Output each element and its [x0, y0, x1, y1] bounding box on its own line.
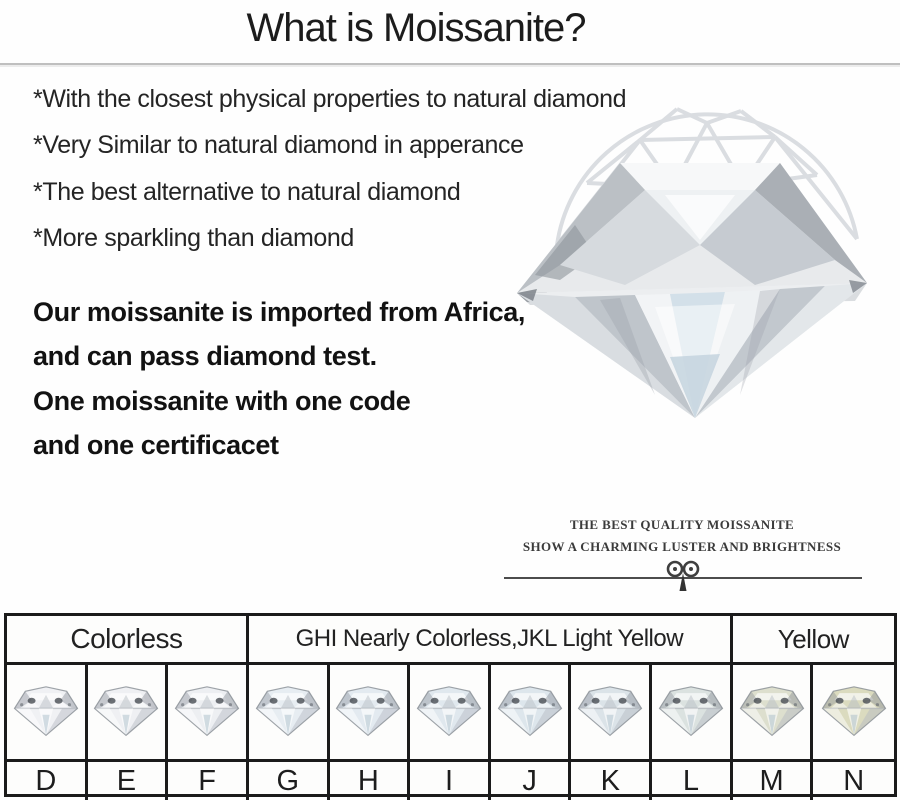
- quality-caption: THE BEST QUALITY MOISSANITE SHOW A CHARM…: [498, 514, 866, 558]
- grade-diamond-icon: [171, 683, 243, 741]
- grade-diamond-cell: [813, 665, 894, 759]
- statement-line: and can pass diamond test.: [33, 341, 377, 371]
- grade-letter: G: [249, 762, 330, 800]
- grade-group-yellow: Yellow: [777, 623, 850, 654]
- grade-diamond-cell: [571, 665, 653, 759]
- grade-diamond-icon: [494, 683, 566, 741]
- grade-diamond-icon: [90, 683, 162, 741]
- grade-diamond-cell: [410, 665, 491, 759]
- grade-diamond-icon: [252, 683, 324, 741]
- diamond-photo-icon: [517, 163, 867, 418]
- grade-diamond-cell: [88, 665, 169, 759]
- grade-letter-row: D E F G H I J K L M N: [7, 759, 894, 800]
- caption-line: SHOW A CHARMING LUSTER AND BRIGHTNESS: [522, 539, 842, 554]
- grade-letter: F: [168, 762, 249, 800]
- grade-diamond-icon: [10, 683, 82, 741]
- color-grade-table: Colorless GHI Nearly Colorless,JKL Light…: [4, 613, 897, 800]
- title-divider: [0, 63, 900, 67]
- grade-letter: I: [410, 762, 491, 800]
- grade-letter: N: [843, 764, 865, 797]
- grade-diamond-icon: [736, 683, 808, 741]
- caption-line: THE BEST QUALITY MOISSANITE: [569, 517, 795, 532]
- grade-diamond-cell: [652, 665, 733, 759]
- grade-diamond-row: [7, 662, 894, 759]
- grade-letter: M: [733, 762, 814, 800]
- moissanite-hero-image: [505, 95, 875, 425]
- statement-line: One moissanite with one code: [33, 386, 411, 416]
- feature-bullet: *Very Similar to natural diamond in appe…: [33, 131, 524, 159]
- grade-diamond-icon: [655, 683, 727, 741]
- statement-line: Our moissanite is imported from Africa,: [33, 297, 526, 327]
- grade-diamond-cell: [491, 665, 572, 759]
- statement-line: and one certificacet: [33, 430, 279, 460]
- grade-letter: K: [571, 762, 653, 800]
- grade-diamond-icon: [818, 683, 890, 741]
- grade-letter: D: [7, 762, 88, 800]
- grade-group-near-colorless: GHI Nearly Colorless,JKL Light Yellow: [249, 616, 733, 662]
- feature-bullet: *The best alternative to natural diamond: [33, 178, 461, 206]
- feature-bullet: *More sparkling than diamond: [33, 224, 354, 252]
- grade-diamond-cell: [168, 665, 249, 759]
- grade-letter: H: [330, 762, 411, 800]
- page-title: What is Moissanite?: [246, 6, 587, 50]
- grade-letter: E: [88, 762, 169, 800]
- grade-diamond-icon: [413, 683, 485, 741]
- ribbon-ornament-icon: [666, 560, 700, 591]
- grade-diamond-cell: [249, 665, 330, 759]
- grade-diamond-cell: [733, 665, 814, 759]
- grade-diamond-icon: [574, 683, 646, 741]
- grade-diamond-icon: [332, 683, 404, 741]
- feature-bullet: *With the closest physical properties to…: [33, 85, 627, 113]
- grade-letter: J: [491, 762, 572, 800]
- grade-diamond-cell: [330, 665, 411, 759]
- grade-group-header-row: Colorless GHI Nearly Colorless,JKL Light…: [7, 616, 894, 662]
- grade-group-colorless: Colorless: [7, 616, 249, 662]
- grade-diamond-cell: [7, 665, 88, 759]
- grade-letter: L: [652, 762, 733, 800]
